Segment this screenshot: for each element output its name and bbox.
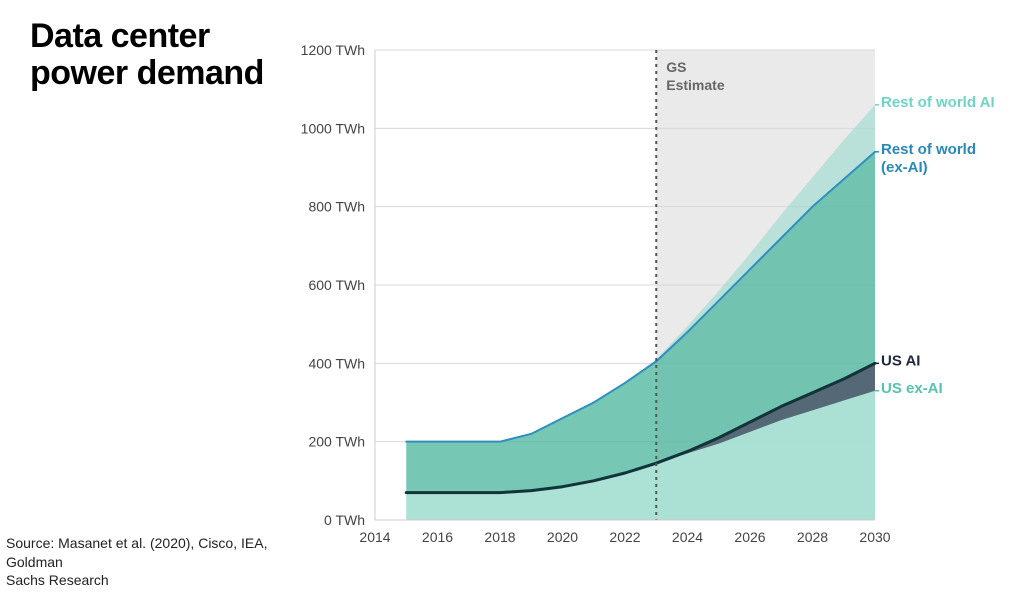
x-tick-label: 2018 — [484, 529, 515, 545]
series-label-us_ai: US AI — [881, 352, 920, 369]
series-label-us_ex_ai: US ex-AI — [881, 380, 943, 397]
y-tick-label: 1000 TWh — [301, 120, 365, 136]
y-tick-label: 400 TWh — [308, 355, 365, 371]
source-line-2: Sachs Research — [6, 572, 109, 588]
series-label-rest_ai: Rest of world AI — [881, 94, 995, 111]
chart-title: Data center power demand — [30, 18, 264, 93]
series-label-rest_ex_ai: Rest of world — [881, 141, 976, 158]
y-tick-label: 200 TWh — [308, 434, 365, 450]
title-line-1: Data center — [30, 17, 210, 55]
x-tick-label: 2022 — [609, 529, 640, 545]
source-line-1: Source: Masanet et al. (2020), Cisco, IE… — [6, 535, 267, 569]
chart-container: 0 TWh 200 TWh 400 TWh 600 TWh 800 TWh 1000 TW… — [295, 40, 1015, 560]
source-attribution: Source: Masanet et al. (2020), Cisco, IE… — [6, 534, 306, 589]
y-tick-label: 1200 TWh — [301, 42, 365, 58]
x-tick-label: 2024 — [672, 529, 703, 545]
title-line-2: power demand — [30, 54, 264, 92]
x-tick-label: 2016 — [422, 529, 453, 545]
page-root: Data center power demand Source: Masanet… — [0, 0, 1024, 599]
estimate-label-2: Estimate — [666, 77, 725, 93]
x-tick-label: 2014 — [359, 529, 390, 545]
area-chart: 0 TWh 200 TWh 400 TWh 600 TWh 800 TWh 1000 TW… — [295, 40, 1015, 560]
series-label-rest_ex_ai-2: (ex-AI) — [881, 159, 928, 176]
estimate-label-1: GS — [666, 59, 686, 75]
x-tick-label: 2026 — [734, 529, 765, 545]
y-tick-label: 800 TWh — [308, 199, 365, 215]
y-tick-label: 0 TWh — [324, 512, 365, 528]
x-tick-label: 2020 — [547, 529, 578, 545]
y-tick-label: 600 TWh — [308, 277, 365, 293]
x-tick-label: 2030 — [859, 529, 890, 545]
x-tick-label: 2028 — [797, 529, 828, 545]
